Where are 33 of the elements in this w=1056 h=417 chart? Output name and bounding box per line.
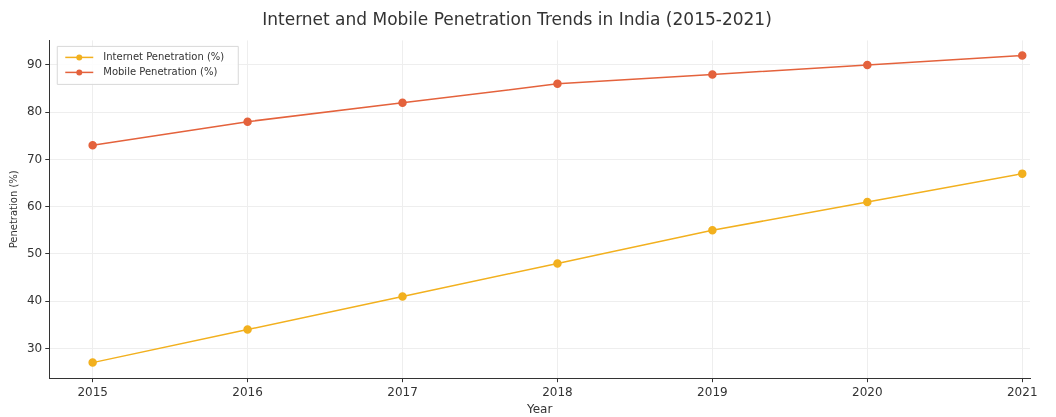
y-tick-label: 60 [26,198,43,213]
x-tick-label: 2021 [1006,384,1038,399]
legend-label: Internet Penetration (%) [103,50,225,62]
point [863,197,872,207]
chart-title: Internet and Mobile Penetration Trends in India (2015-2021) [262,8,772,29]
x-tick-label: 2017 [387,384,418,399]
x-tick-label: 2016 [232,384,263,399]
x-axis-title: Year [525,401,553,416]
y-tick-label: 80 [26,104,43,119]
x-tick-label: 2018 [542,384,573,399]
point [708,70,717,79]
point [708,226,717,235]
y-tick-label: 70 [26,151,43,166]
x-tick-label: 2015 [77,384,108,399]
legend-label: Mobile Penetration (%) [103,65,218,77]
point [243,325,252,334]
y-axis-title: Penetration (%) [7,170,19,249]
point [243,117,252,126]
point [1018,169,1027,178]
y-tick-label: 30 [26,340,43,355]
x-tick-label: 2020 [852,384,883,399]
point [398,98,407,108]
point [553,79,562,89]
x-tick-label: 2019 [697,384,728,399]
point [88,358,97,367]
point [88,141,97,150]
point [863,60,872,70]
y-tick-label: 40 [26,293,43,308]
point [398,292,407,301]
point [553,259,562,268]
point [1018,51,1027,60]
y-tick-label: 50 [26,246,43,261]
y-tick-label: 90 [26,57,43,72]
